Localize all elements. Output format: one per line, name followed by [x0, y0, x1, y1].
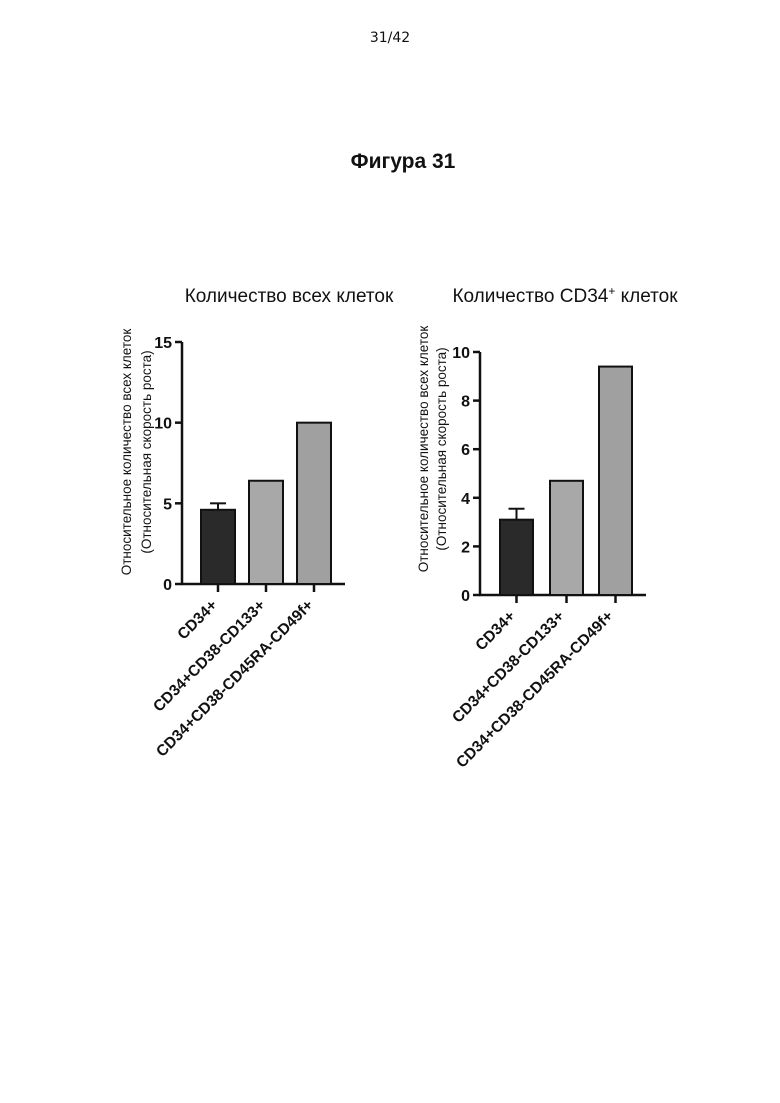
chart-title: Количество CD34+ клеток [452, 284, 678, 307]
bar-1 [201, 510, 235, 584]
y-axis-label-line: Относительное количество всех клеток [416, 326, 431, 573]
y-tick-label: 2 [461, 539, 470, 556]
y-axis-label-line: Относительное количество всех клеток [119, 329, 134, 576]
y-tick-label: 5 [163, 496, 172, 513]
chart-title-main: Количество CD34 [452, 286, 608, 307]
category-label: CD34+ [174, 597, 220, 643]
bar-2 [249, 481, 283, 584]
chart-cd34-cells: Количество CD34+ клеток Относительное кол… [416, 284, 678, 772]
y-tick-label: 15 [154, 335, 172, 352]
y-tick-label: 0 [461, 588, 470, 605]
y-axis-label-line: (Относительная скорость роста) [434, 347, 449, 550]
y-tick-label: 8 [461, 394, 470, 411]
category-label: CD34+ [472, 608, 518, 654]
chart-title-end: клеток [615, 286, 678, 307]
bar-2 [550, 481, 583, 595]
bar-3 [599, 367, 632, 595]
y-axis-label-line: (Относительная скорость роста) [139, 350, 154, 553]
chart-total-cells: Количество всех клеток Относительное коли… [119, 286, 394, 761]
bar-3 [297, 423, 331, 584]
y-tick-label: 0 [163, 577, 172, 594]
y-tick-label: 10 [452, 345, 470, 362]
y-tick-label: 10 [154, 416, 172, 433]
chart-title-superscript: + [608, 284, 615, 298]
bar-1 [500, 520, 533, 595]
y-tick-label: 4 [461, 491, 470, 508]
chart-title: Количество всех клеток [185, 286, 394, 307]
y-tick-label: 6 [461, 442, 470, 459]
